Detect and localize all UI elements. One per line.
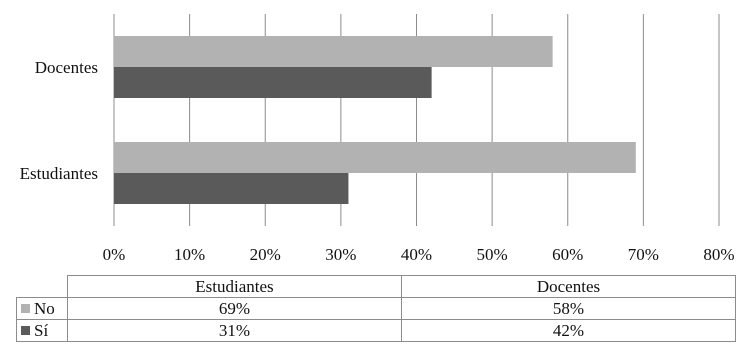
y-category-label: Docentes [35,58,98,77]
legend-swatch-si [21,325,30,335]
x-tick-label: 80% [703,245,734,264]
x-tick-label: 20% [250,245,281,264]
table-cell-no-estudiantes: 69% [67,297,402,320]
table-cell-si-estudiantes: 31% [67,319,402,342]
bar-si-estudiantes [114,173,349,204]
table-header-estudiantes: Estudiantes [67,275,402,298]
series-label-no: No [34,298,55,318]
legend-swatch-no [21,303,30,313]
x-tick-label: 50% [477,245,508,264]
series-cell-si: Sí [16,319,68,342]
series-cell-no: No [16,297,68,320]
table-row: No 69% 58% [16,297,736,320]
y-category-label: Estudiantes [20,164,98,183]
bar-no-estudiantes [114,142,636,173]
x-tick-label: 30% [325,245,356,264]
data-table: Estudiantes Docentes No 69% 58% Sí 31% 4… [16,275,736,342]
bar-no-docentes [114,36,553,67]
x-tick-label: 10% [174,245,205,264]
table-cell-no-docentes: 58% [401,297,736,320]
table-row: Sí 31% 42% [16,319,736,342]
x-tick-label: 40% [401,245,432,264]
table-cell-si-docentes: 42% [401,319,736,342]
x-tick-label: 70% [628,245,659,264]
table-header-docentes: Docentes [401,275,736,298]
x-tick-label: 0% [103,245,126,264]
table-header-row: Estudiantes Docentes [16,275,736,298]
series-label-si: Sí [34,320,49,340]
bar-chart: 0% 10% 20% 30% 40% 50% 60% 70% 80% Docentes Estudi… [20,14,735,264]
table-corner-cell [16,275,68,298]
x-tick-label: 60% [552,245,583,264]
bar-si-docentes [114,67,432,98]
